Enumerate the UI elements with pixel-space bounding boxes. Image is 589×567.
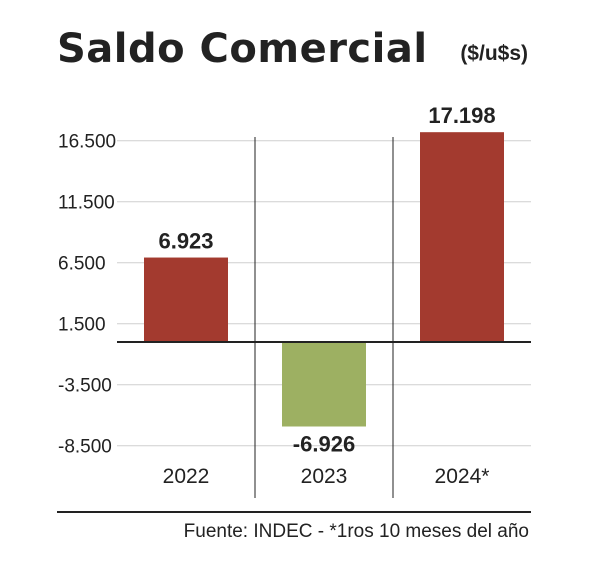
y-tick-label: -8.500 bbox=[58, 437, 112, 458]
bar-value-label: 6.923 bbox=[158, 229, 213, 254]
x-category-label: 2024* bbox=[435, 465, 490, 488]
bar-2023 bbox=[282, 342, 366, 427]
bar-2022 bbox=[144, 257, 228, 342]
x-category-label: 2022 bbox=[163, 465, 210, 488]
footer-divider bbox=[57, 511, 531, 513]
bar-2024 bbox=[420, 132, 504, 342]
units-label: ($/u$s) bbox=[460, 42, 528, 65]
y-tick-label: 6.500 bbox=[58, 254, 106, 275]
bar-value-label: -6.926 bbox=[293, 431, 355, 456]
bar-value-label: 17.198 bbox=[428, 103, 495, 128]
bar-chart: 16.500 11.500 6.500 1.500 -3.500 -8.500 6.923 2… bbox=[58, 103, 531, 498]
source-note: Fuente: INDEC - *1ros 10 meses del año bbox=[183, 521, 529, 542]
y-tick-label: 16.500 bbox=[58, 132, 116, 153]
chart-title: Saldo Comercial bbox=[57, 26, 428, 72]
y-tick-label: 1.500 bbox=[58, 315, 106, 336]
y-tick-label: 11.500 bbox=[58, 193, 115, 214]
y-tick-label: -3.500 bbox=[58, 376, 112, 397]
x-category-label: 2023 bbox=[301, 465, 348, 488]
